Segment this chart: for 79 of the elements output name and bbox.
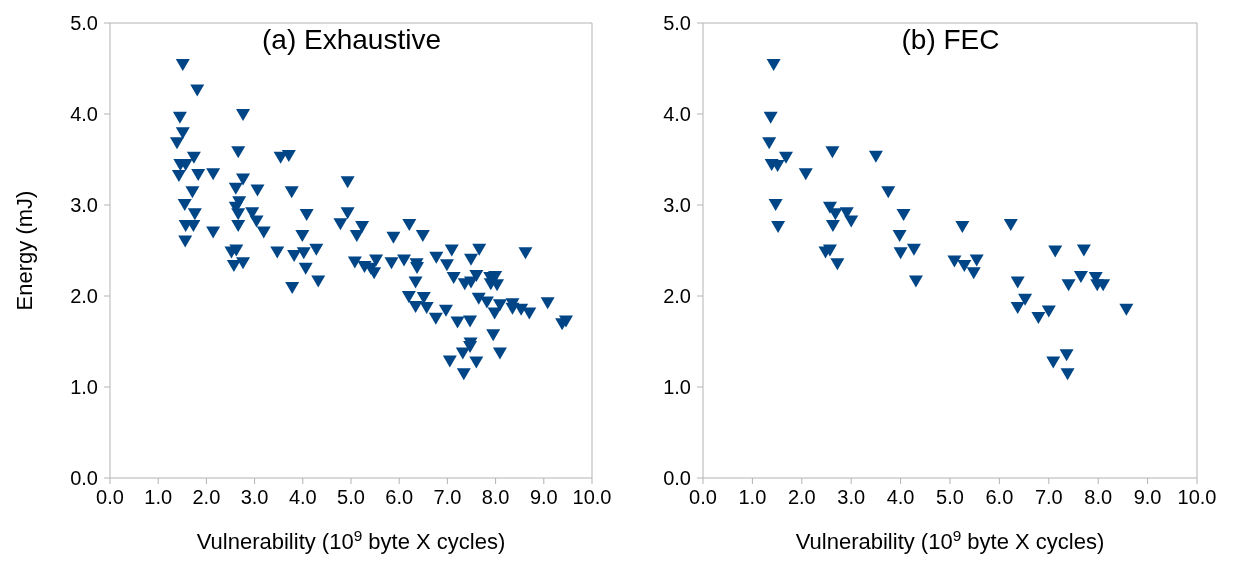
chart-title: (a) Exhaustive	[261, 24, 442, 56]
x-tick-label: 4.0	[886, 486, 915, 509]
point	[957, 260, 972, 273]
x-tick-label: 7.0	[433, 486, 462, 509]
x-tick-label: 2.0	[787, 486, 816, 509]
point	[766, 58, 781, 71]
point	[966, 267, 981, 280]
point	[825, 146, 840, 159]
x-tick-label: 3.0	[837, 486, 866, 509]
x-tick-label: 3.0	[240, 486, 269, 509]
x-tick-label: 10.0	[1177, 486, 1217, 509]
point	[893, 247, 908, 260]
point	[892, 230, 907, 243]
x-axis-title: Vulnerability (10$^{9}$ byte X cycles)	[196, 526, 506, 554]
point	[1048, 245, 1063, 258]
point	[762, 137, 777, 150]
x-tick-label: 1.0	[738, 486, 767, 509]
x-tick-label: 0.0	[689, 486, 717, 509]
point	[947, 255, 962, 268]
point	[1046, 356, 1061, 369]
x-tick-label: 0.0	[96, 486, 124, 509]
x-tick-label: 1.0	[144, 486, 173, 509]
y-tick-label: 0.0	[663, 467, 691, 490]
point	[1059, 349, 1074, 362]
x-tick-label: 8.0	[1084, 486, 1113, 509]
y-tick-label: 4.0	[70, 103, 98, 126]
point	[969, 254, 984, 267]
point	[1073, 270, 1088, 283]
point	[1003, 219, 1018, 232]
point	[1031, 311, 1046, 324]
x-tick-label: 8.0	[481, 486, 510, 509]
point	[1119, 303, 1134, 316]
y-axis-title: Energy (mJ)	[11, 190, 37, 311]
y-tick-label: 2.0	[663, 285, 691, 308]
x-tick-label: 6.0	[385, 486, 414, 509]
point	[798, 168, 813, 181]
x-tick-label: 6.0	[985, 486, 1014, 509]
point	[1010, 301, 1025, 314]
x-tick-label: 5.0	[337, 486, 365, 509]
point	[955, 220, 970, 233]
point	[778, 151, 793, 164]
x-tick-label: 4.0	[288, 486, 317, 509]
x-axis-title: Vulnerability (10$^{9}$ byte X cycles)	[795, 526, 1105, 554]
point	[844, 215, 859, 228]
chart-title: (b) FEC	[900, 24, 1001, 56]
point	[825, 220, 840, 233]
point	[822, 244, 837, 257]
x-tick-label: 10.0	[572, 486, 612, 509]
x-tick-label: 7.0	[1034, 486, 1063, 509]
x-tick-label: 5.0	[936, 486, 964, 509]
point	[1018, 293, 1033, 306]
point	[908, 275, 923, 288]
y-tick-label: 1.0	[663, 376, 691, 399]
y-tick-label: 3.0	[663, 194, 691, 217]
point	[1010, 276, 1025, 289]
y-tick-label: 3.0	[70, 194, 98, 217]
point	[1041, 305, 1056, 318]
y-tick-label: 0.0	[70, 467, 98, 490]
y-tick-label: 2.0	[70, 285, 98, 308]
point	[881, 186, 896, 199]
point	[1096, 279, 1111, 292]
y-tick-label: 5.0	[663, 12, 691, 35]
x-tick-label: 2.0	[192, 486, 221, 509]
point	[768, 199, 783, 212]
point	[1060, 368, 1075, 381]
point	[763, 111, 778, 124]
x-tick-label: 9.0	[1133, 486, 1162, 509]
point	[868, 150, 883, 163]
point	[1076, 244, 1091, 257]
point	[1061, 279, 1076, 292]
x-tick-label: 9.0	[529, 486, 558, 509]
point	[771, 220, 786, 233]
point	[828, 208, 843, 221]
y-tick-label: 1.0	[70, 376, 98, 399]
point	[896, 209, 911, 222]
point	[830, 258, 845, 271]
y-tick-label: 5.0	[70, 12, 98, 35]
y-tick-label: 4.0	[663, 103, 691, 126]
point	[906, 243, 921, 256]
